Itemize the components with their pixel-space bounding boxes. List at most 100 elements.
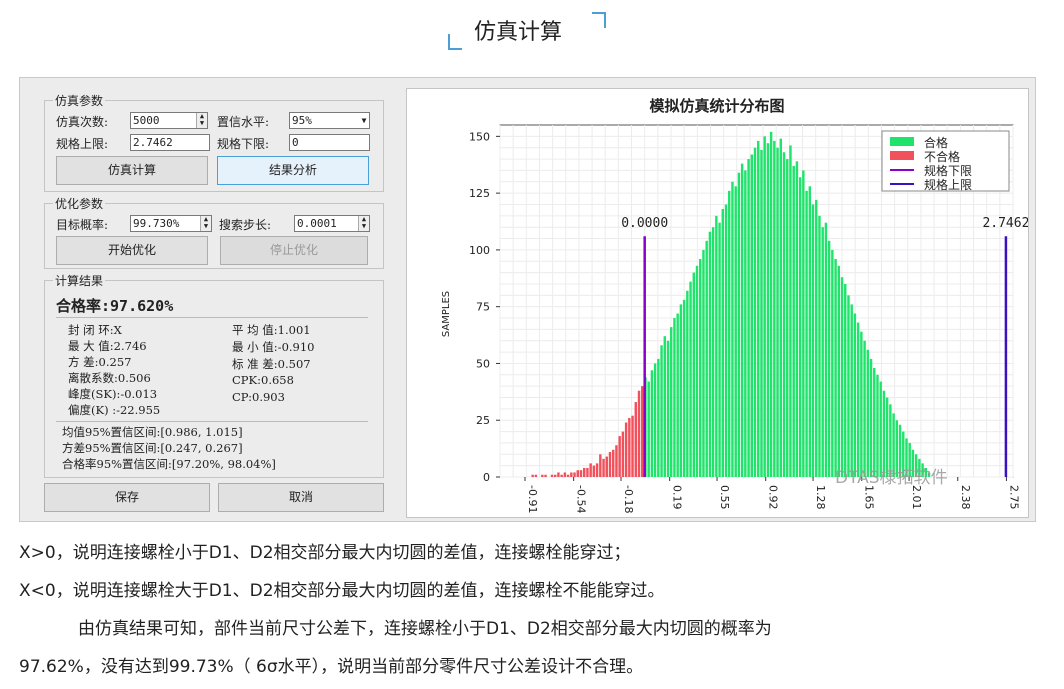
pass-bar [692,272,695,477]
pass-bar [847,295,850,477]
target-prob-input[interactable]: 99.730% ▲ ▼ [130,215,212,232]
section-title: 仿真计算 [474,20,563,45]
upper-limit-input[interactable]: 2.7462 [130,134,210,151]
cancel-button[interactable]: 取消 [218,483,384,512]
sim-params-legend: 仿真参数 [55,94,104,108]
conclusion-line-1: 由仿真结果可知，部件当前尺寸公差下，连接螺栓小于D1、D2相交部分最大内切圆的概… [78,619,772,639]
pass-bar [744,170,747,477]
pass-bar [647,381,650,477]
y-tick-label: 150 [469,130,490,143]
pass-bar [911,449,915,477]
stop-optimize-button[interactable]: 停止优化 [220,236,368,265]
spinner-icon[interactable]: ▲ ▼ [196,113,207,128]
search-step-value: 0.0001 [297,217,337,230]
pass-bar [705,240,708,477]
pass-bar [673,318,676,477]
pass-bar [763,136,766,477]
fail-bar [563,472,567,477]
search-step-input[interactable]: 0.0001 ▲ ▼ [294,215,370,232]
fail-bar [544,474,547,477]
fail-bar [589,463,592,477]
stat-item: 标 准 差:0.507 [232,357,311,371]
pass-bar [721,209,724,477]
pass-bar [866,349,870,477]
stat-item: 最 大 值:2.746 [68,339,147,353]
pass-bar [731,181,734,477]
distribution-chart: 0 25 50 75 100 125 150 -0.91 -0.54 -0.18 0.19 0.55 0… [441,97,1029,513]
stat-item: 平 均 值:1.001 [232,323,311,337]
pass-bar [805,190,808,477]
sim-count-input[interactable]: 5000 ▲ ▼ [130,112,208,129]
pass-bar [682,299,686,477]
conf-level-label: 置信水平: [217,115,270,129]
conf-level-select[interactable]: 95% ▼ [289,112,370,129]
fail-bar [570,472,573,477]
y-tick-label: 50 [476,357,490,370]
pass-bar [821,227,824,477]
conclusion-line-2: 97.62%，没有达到99.73%（ 6σ水平），说明当前部分零件尺寸公差设计不… [19,657,644,677]
spec-upper-label: 2.7462 [982,216,1028,231]
x-tick-label: -0.18 [622,485,635,513]
pass-bar [882,390,886,477]
pass-bar [879,381,882,477]
save-button[interactable]: 保存 [44,483,210,512]
opt-params-legend: 优化参数 [55,197,104,211]
pass-bar [740,163,744,477]
fail-bar [550,474,554,477]
divider [56,421,368,422]
pass-rate-interval: 合格率95%置信区间:[97.20%, 98.04%] [62,457,276,471]
pass-bar [853,313,857,477]
pass-bar [773,140,776,477]
pass-bar [737,172,741,478]
spinner-icon[interactable]: ▲ ▼ [358,216,369,231]
pass-bar [827,240,831,477]
lower-limit-input[interactable]: 0 [289,134,370,151]
pass-bar [873,367,876,477]
pass-bar [895,420,899,477]
pass-bar [898,424,902,477]
lower-limit-label: 规格下限: [217,137,270,151]
x-tick-label: 2.01 [910,485,923,510]
start-optimize-button[interactable]: 开始优化 [56,236,208,265]
app-window: 仿真参数 仿真次数: 5000 ▲ ▼ 置信水平: 95% ▼ 规格上限: 2.7… [19,77,1036,522]
fail-bar [553,474,557,477]
pass-bar [798,177,802,477]
pass-bar [776,147,779,477]
sim-params-group: 仿真参数 [44,92,384,192]
spec-lower-label: 0.0000 [621,216,668,231]
dropdown-arrow-icon[interactable]: ▼ [359,113,369,128]
chart-title: 模拟仿真统计分布图 [649,97,784,115]
pass-bar [782,152,786,477]
fail-bar [618,436,621,477]
fail-bar [628,417,631,477]
pass-bar [811,204,815,477]
pass-bar [670,327,673,477]
chart-panel: 0 25 50 75 100 125 150 -0.91 -0.54 -0.18 0.19 0.55 0… [406,88,1029,518]
stat-item: 方 差:0.257 [68,355,132,369]
x-tick-label: 1.28 [814,485,827,510]
pass-bar [840,277,844,477]
target-prob-value: 99.730% [133,217,180,230]
pass-bar [663,336,666,477]
analyze-button[interactable]: 结果分析 [217,156,369,185]
pass-bar [885,397,889,477]
spinner-icon[interactable]: ▲ ▼ [200,216,211,231]
target-prob-label: 目标概率: [56,218,109,232]
fail-bar [621,431,625,477]
pass-bar [924,467,928,477]
fail-bar [573,472,576,477]
search-step-label: 搜索步长: [219,218,272,232]
opt-params-group: 优化参数 [44,195,384,269]
pass-bar [747,159,750,477]
pass-bar [889,404,892,477]
sim-count-value: 5000 [133,114,160,127]
y-axis-label: SAMPLES [441,291,452,337]
simulate-button[interactable]: 仿真计算 [56,156,208,185]
pass-bar [808,186,812,477]
pass-bar [653,363,657,477]
pass-bar [779,138,783,478]
pass-bar [757,140,760,477]
x-tick-label: 0.19 [671,485,684,510]
y-tick-label: 125 [469,187,490,200]
pass-bar [760,149,763,477]
